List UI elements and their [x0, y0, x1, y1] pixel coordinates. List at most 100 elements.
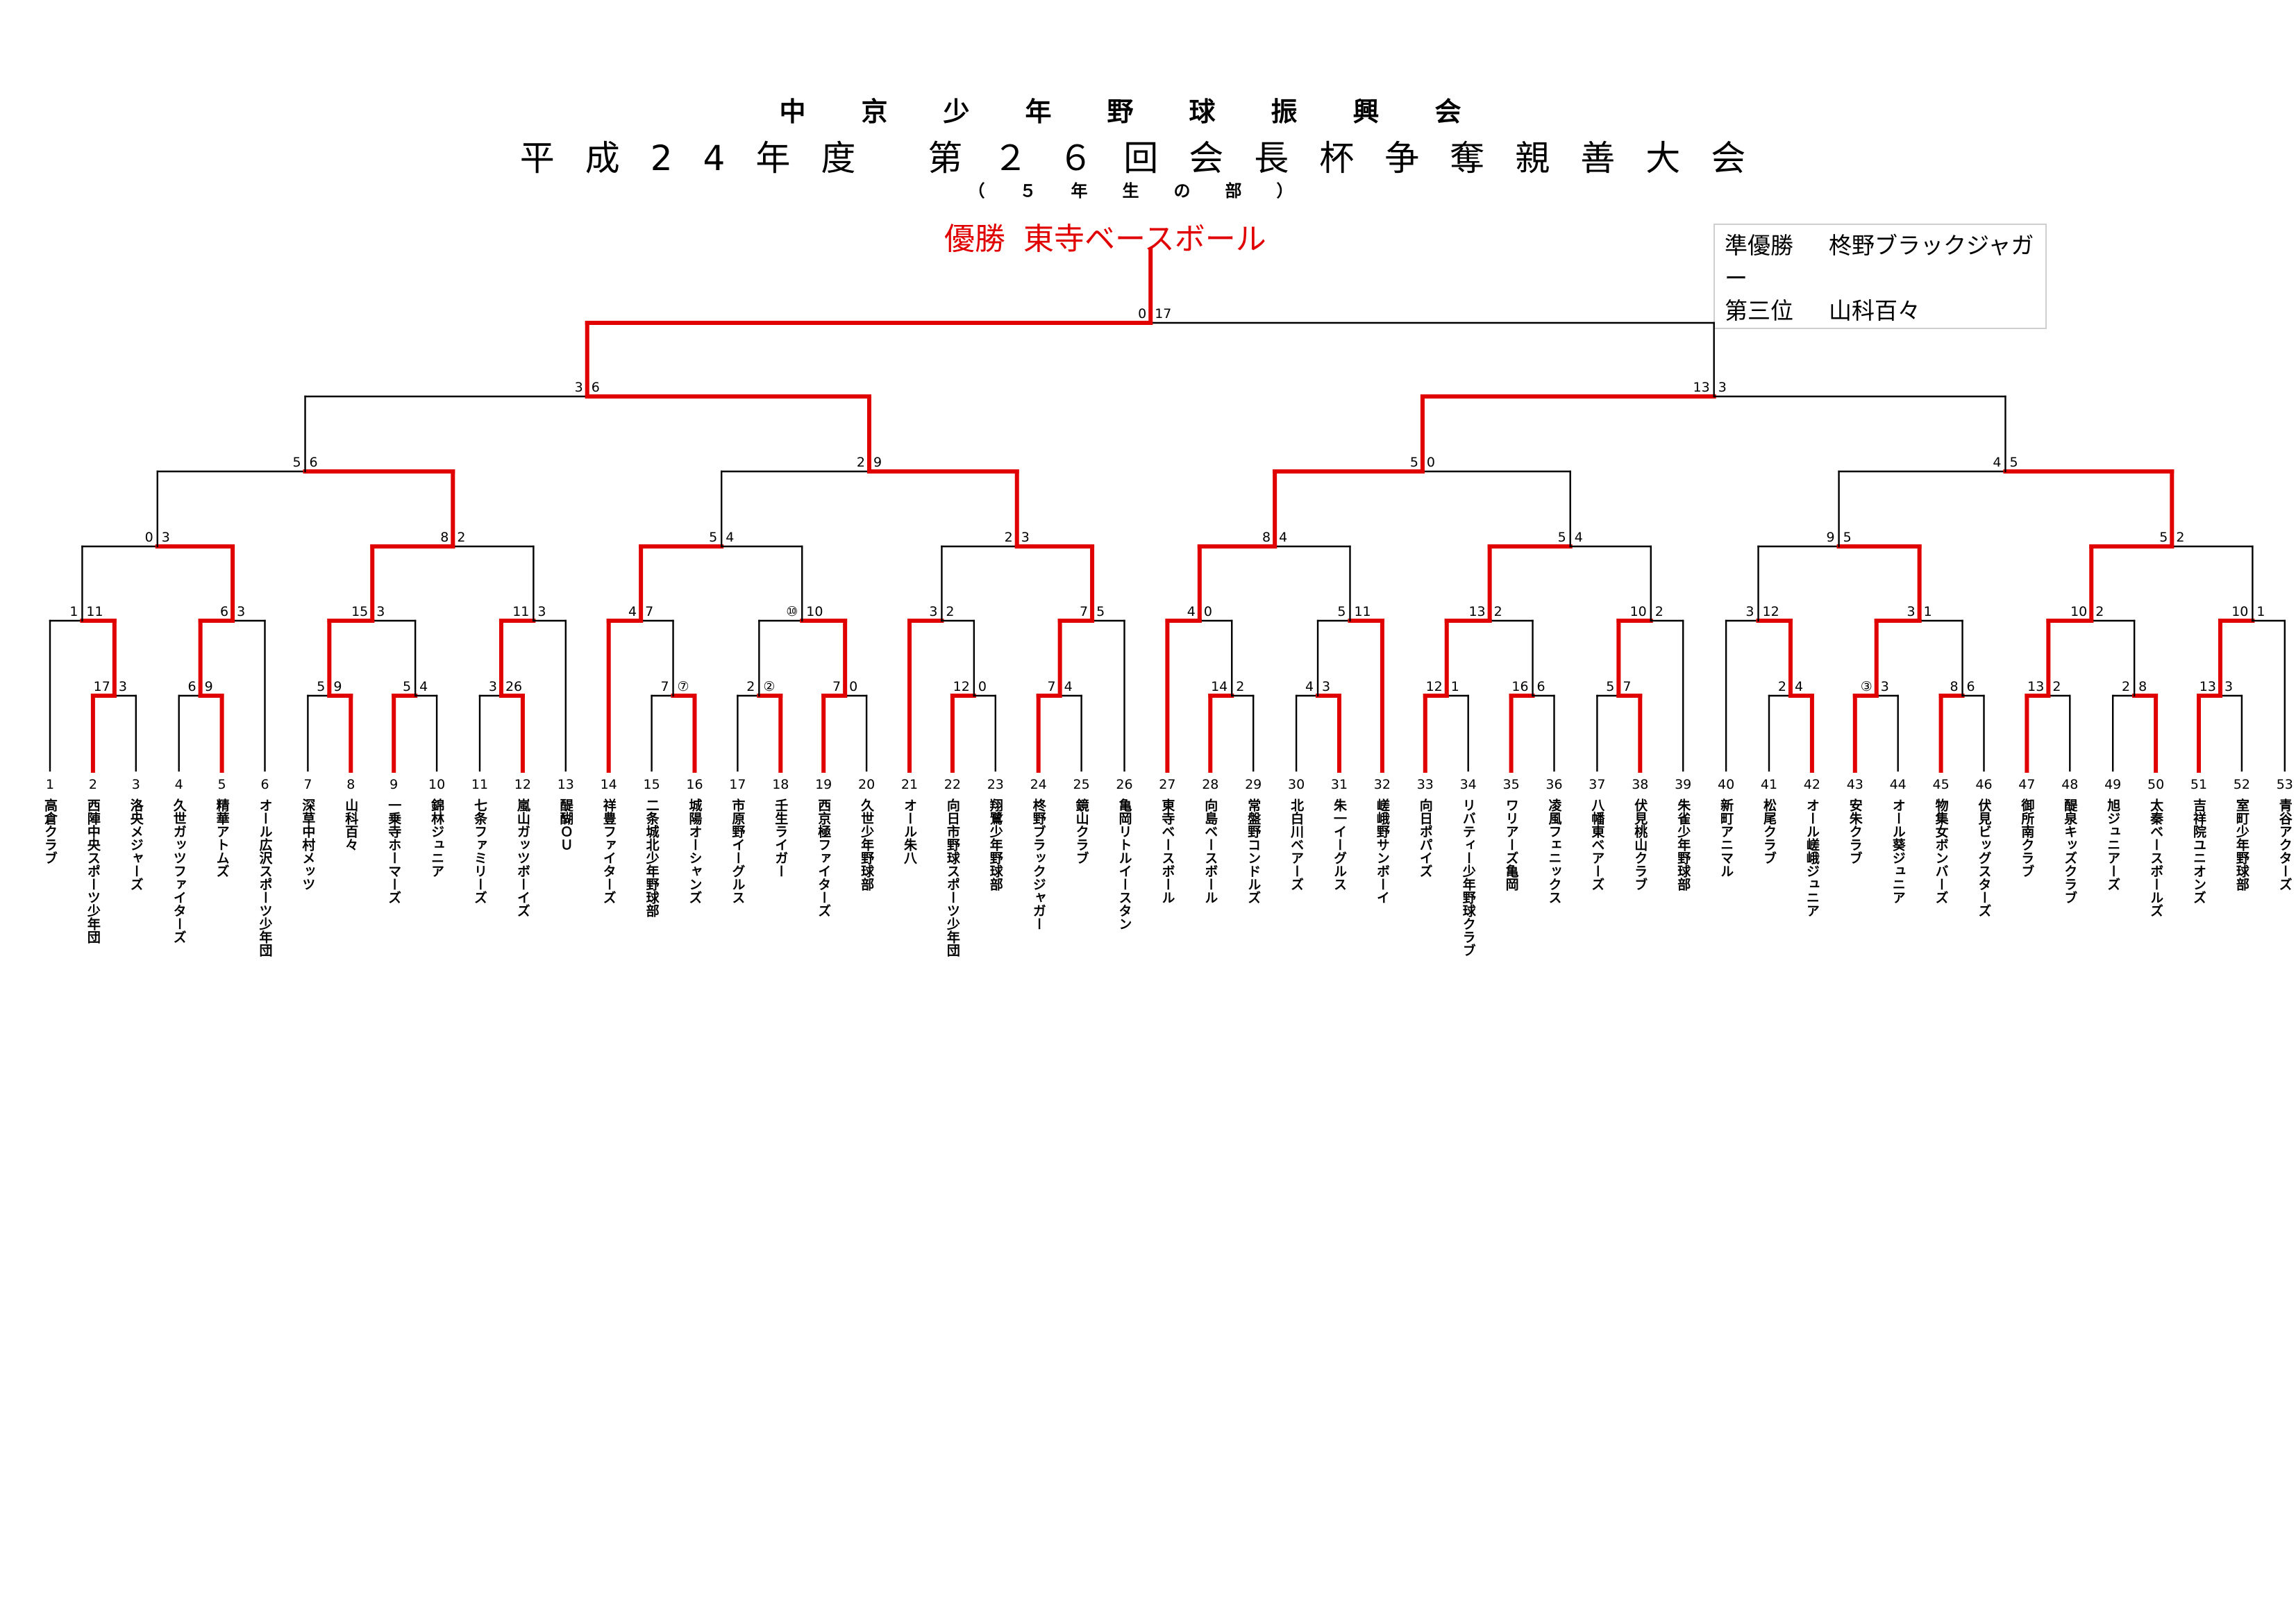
score-m43-left: 5	[1558, 530, 1566, 545]
score-m39-left: 8	[440, 530, 449, 545]
score-m52-left: 0	[1138, 306, 1146, 321]
score-m39-right: 2	[457, 530, 465, 545]
score-m11-left: 14	[1211, 679, 1227, 694]
team-number-17: 17	[729, 777, 746, 792]
score-m48-right: 0	[1427, 455, 1435, 470]
team-number-14: 14	[601, 777, 617, 792]
score-m16-right: 4	[1795, 679, 1803, 694]
team-number-18: 18	[772, 777, 789, 792]
team-number-41: 41	[1761, 777, 1777, 792]
team-number-40: 40	[1718, 777, 1734, 792]
team-number-20: 20	[858, 777, 875, 792]
score-m30-left: 4	[1187, 604, 1196, 619]
score-m38-right: 3	[162, 530, 170, 545]
division-subtitle: （５年生の部）	[968, 181, 1328, 201]
score-m52-right: 17	[1155, 306, 1171, 321]
team-number-10: 10	[428, 777, 445, 792]
team-name-14: 祥豊ファイターズ	[601, 798, 617, 904]
score-m18-left: 8	[1950, 679, 1958, 694]
champion-label: 優勝	[944, 221, 1005, 257]
score-m35-left: 3	[1907, 604, 1916, 619]
team-name-13: 醍醐ＯＵ	[558, 798, 573, 851]
score-m38-left: 0	[145, 530, 153, 545]
team-name-21: オール朱八	[902, 798, 917, 864]
score-m14-left: 16	[1511, 679, 1528, 694]
team-number-45: 45	[1933, 777, 1950, 792]
score-m15-left: 5	[1606, 679, 1614, 694]
team-number-3: 3	[132, 777, 140, 792]
score-m2-right: 9	[205, 679, 213, 694]
score-m29-right: 5	[1096, 604, 1105, 619]
team-name-1: 高倉クラブ	[42, 798, 58, 864]
team-name-47: 御所南クラブ	[2019, 798, 2035, 878]
score-m28-right: 2	[946, 604, 954, 619]
score-m34-left: 3	[1745, 604, 1754, 619]
team-name-44: オール葵ジュニア	[1891, 798, 1907, 904]
team-number-52: 52	[2234, 777, 2250, 792]
team-name-27: 東寺ベースボール	[1159, 798, 1175, 904]
team-number-53: 53	[2277, 777, 2293, 792]
score-m8-right: 0	[849, 679, 857, 694]
third-place-label: 第三位	[1725, 297, 1793, 324]
team-name-45: 物集女ボンバーズ	[1934, 798, 1950, 904]
score-m21-right: 3	[2224, 679, 2233, 694]
team-name-18: 壬生ライガー	[773, 798, 788, 878]
score-m47-left: 2	[857, 455, 865, 470]
team-name-12: 嵐山ガッツボーイズ	[515, 798, 530, 917]
score-m7-left: 2	[746, 679, 755, 694]
team-number-6: 6	[260, 777, 269, 792]
score-m41-right: 3	[1021, 530, 1030, 545]
score-m31-left: 5	[1337, 604, 1346, 619]
score-m27-right: 10	[806, 604, 823, 619]
team-number-33: 33	[1417, 777, 1434, 792]
team-number-27: 27	[1159, 777, 1175, 792]
team-number-37: 37	[1589, 777, 1605, 792]
team-number-21: 21	[901, 777, 918, 792]
team-number-16: 16	[686, 777, 703, 792]
team-number-29: 29	[1245, 777, 1262, 792]
team-name-23: 翔鷺少年野球部	[988, 798, 1004, 891]
score-m5-left: 3	[489, 679, 497, 694]
score-m23-left: 6	[220, 604, 228, 619]
score-m25-right: 3	[537, 604, 546, 619]
team-name-49: 旭ジュニアーズ	[2105, 798, 2121, 891]
score-m4-right: 4	[419, 679, 428, 694]
team-name-42: オール嵯峨ジュニア	[1804, 798, 1820, 917]
third-place-row: 第三位 山科百々	[1725, 294, 2036, 327]
team-name-17: 市原野イーグルス	[730, 798, 745, 904]
score-m23-right: 3	[237, 604, 245, 619]
score-m7-right: ②	[763, 679, 775, 694]
runner-up-label: 準優勝	[1725, 232, 1793, 259]
team-name-26: 亀岡リトルイースタン	[1117, 798, 1132, 930]
team-number-15: 15	[644, 777, 660, 792]
score-m37-right: 1	[2256, 604, 2265, 619]
team-number-25: 25	[1073, 777, 1090, 792]
team-name-2: 西陣中央スポーツ少年団	[85, 798, 101, 944]
team-number-48: 48	[2061, 777, 2078, 792]
team-name-8: 山科百々	[343, 798, 358, 851]
team-name-31: 朱一イーグルス	[1332, 798, 1347, 891]
team-name-28: 向島ベースボール	[1203, 798, 1218, 904]
team-number-28: 28	[1202, 777, 1218, 792]
team-name-30: 北白川ベアーズ	[1289, 798, 1305, 891]
team-name-20: 久世少年野球部	[859, 798, 875, 891]
team-number-5: 5	[218, 777, 226, 792]
score-m12-left: 4	[1305, 679, 1314, 694]
team-number-2: 2	[89, 777, 97, 792]
score-m32-left: 13	[1468, 604, 1485, 619]
score-m15-right: 7	[1623, 679, 1631, 694]
team-name-10: 錦林ジュニア	[429, 798, 444, 878]
score-m33-right: 2	[1655, 604, 1664, 619]
score-m40-right: 4	[726, 530, 734, 545]
team-number-7: 7	[303, 777, 312, 792]
team-name-48: 醍泉キッズクラブ	[2062, 798, 2078, 904]
score-m16-left: 2	[1778, 679, 1786, 694]
team-name-51: 吉祥院ユニオンズ	[2191, 798, 2206, 904]
score-m19-right: 2	[2052, 679, 2061, 694]
score-m51-right: 3	[1718, 380, 1727, 395]
team-name-33: 向日ポパイズ	[1418, 798, 1433, 878]
score-m3-left: 5	[317, 679, 325, 694]
team-name-19: 西京極ファイターズ	[816, 798, 831, 917]
score-m28-left: 3	[929, 604, 937, 619]
score-m6-right: ⑦	[678, 679, 689, 694]
